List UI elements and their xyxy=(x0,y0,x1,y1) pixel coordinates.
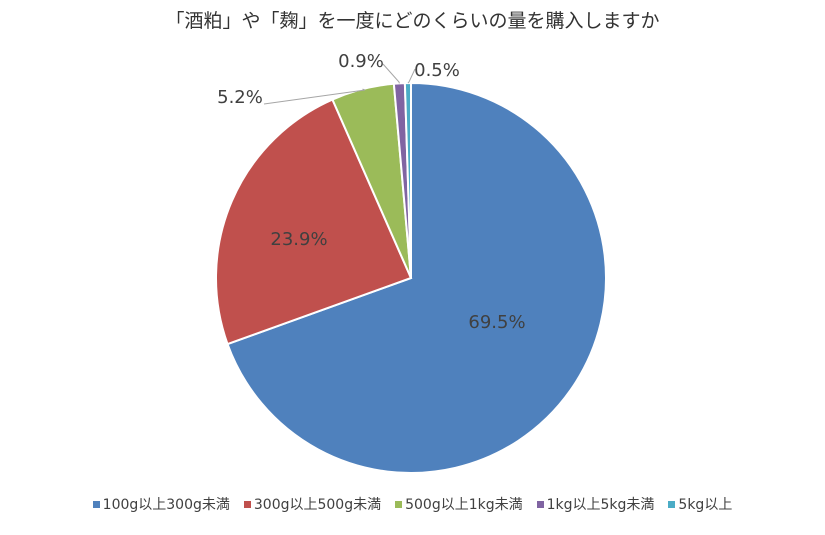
data-label-3: 5.2% xyxy=(217,87,263,108)
data-label-4: 0.9% xyxy=(338,51,384,72)
legend-item-1: 100g以上300g未満 xyxy=(92,494,230,514)
pie-plot-area: 69.5% 23.9% 5.2% 0.9% 0.5% xyxy=(215,51,607,474)
pie-slices xyxy=(215,81,607,474)
legend-label-3: 500g以上1kg未満 xyxy=(405,497,523,513)
legend-swatch-5 xyxy=(668,500,676,508)
legend-item-5: 5kg以上 xyxy=(668,494,732,514)
legend-swatch-4 xyxy=(536,500,544,508)
pie-slice-2 xyxy=(215,98,413,346)
legend-label-4: 1kg以上5kg未満 xyxy=(546,497,655,513)
legend-swatch-1 xyxy=(92,500,100,508)
chart-legend: 100g以上300g未満 300g以上500g未満 500g以上1kg未満 1kg以上… xyxy=(0,494,825,514)
legend-item-3: 500g以上1kg未満 xyxy=(395,494,523,514)
data-label-5: 0.5% xyxy=(414,60,460,81)
chart-title: 「酒粕」や「麹」を一度にどのくらいの量を購入しますか xyxy=(165,10,660,32)
leader-lines xyxy=(263,63,416,105)
legend-label-2: 300g以上500g未満 xyxy=(253,497,382,513)
legend-swatch-3 xyxy=(395,500,403,508)
leader-line-3 xyxy=(263,88,366,105)
legend-item-2: 300g以上500g未満 xyxy=(243,494,382,514)
legend-swatch-2 xyxy=(243,500,251,508)
legend-item-4: 1kg以上5kg未満 xyxy=(536,494,655,514)
data-label-2: 23.9% xyxy=(270,229,327,250)
data-label-1: 69.5% xyxy=(468,312,525,333)
leader-line-4 xyxy=(382,63,400,84)
pie-slice-1 xyxy=(226,81,607,474)
data-labels: 69.5% 23.9% 5.2% 0.9% 0.5% xyxy=(217,51,525,333)
leader-line-5 xyxy=(407,68,416,84)
legend-label-1: 100g以上300g未満 xyxy=(102,497,230,513)
legend-label-5: 5kg以上 xyxy=(678,497,733,513)
